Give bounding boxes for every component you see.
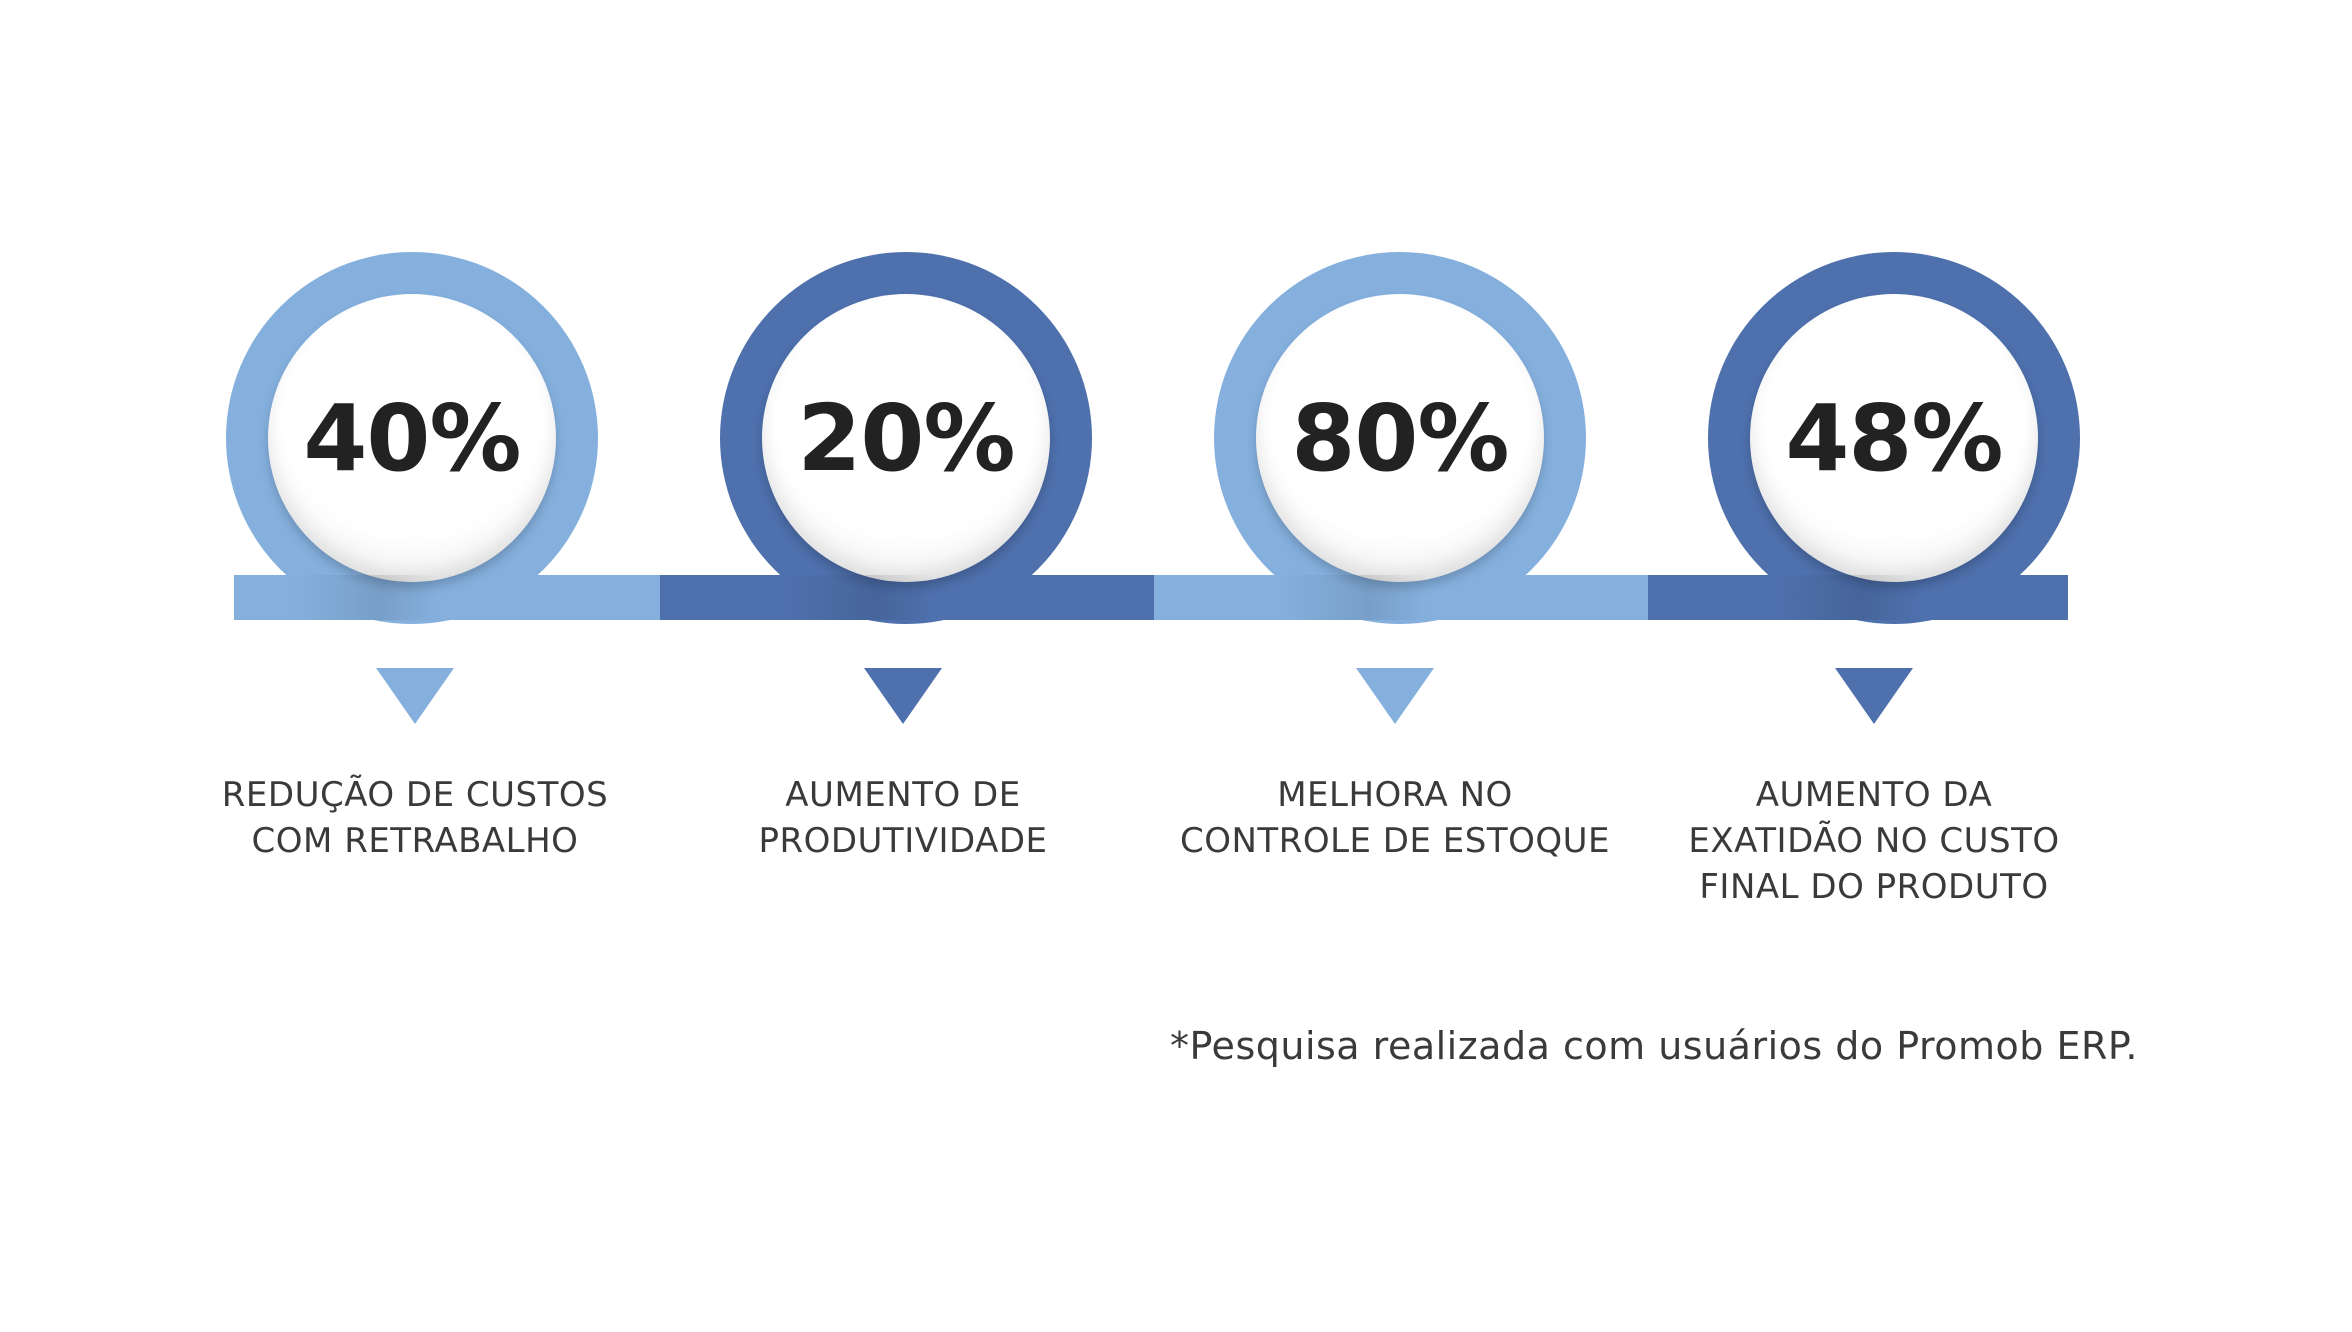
stat-percent: 20% — [797, 384, 1015, 492]
label-line: MELHORA NO — [1277, 775, 1513, 815]
label-line: COM RETRABALHO — [251, 821, 579, 861]
stat-percent: 48% — [1785, 384, 2003, 492]
footnote: *Pesquisa realizada com usuários do Prom… — [1170, 1024, 2138, 1068]
stat-circle-4: 48% — [1708, 252, 2080, 624]
label-line: PRODUTIVIDADE — [758, 821, 1048, 861]
stat-circle-inner: 40% — [268, 294, 556, 582]
stat-label-4: AUMENTO DA EXATIDÃO NO CUSTO FINAL DO PR… — [1654, 772, 2094, 910]
label-line: FINAL DO PRODUTO — [1699, 867, 2049, 907]
stat-label-3: MELHORA NO CONTROLE DE ESTOQUE — [1175, 772, 1615, 864]
stat-label-2: AUMENTO DE PRODUTIVIDADE — [683, 772, 1123, 864]
label-line: CONTROLE DE ESTOQUE — [1179, 821, 1611, 861]
down-arrow-icon — [376, 668, 454, 724]
stat-circle-3: 80% — [1214, 252, 1586, 624]
down-arrow-icon — [1835, 668, 1913, 724]
stat-circle-inner: 80% — [1256, 294, 1544, 582]
label-line: REDUÇÃO DE CUSTOS — [221, 775, 609, 815]
stat-circle-1: 40% — [226, 252, 598, 624]
label-line: AUMENTO DE — [785, 775, 1021, 815]
stat-label-1: REDUÇÃO DE CUSTOS COM RETRABALHO — [195, 772, 635, 864]
stat-circle-inner: 20% — [762, 294, 1050, 582]
stat-percent: 40% — [303, 384, 521, 492]
stat-percent: 80% — [1291, 384, 1509, 492]
label-line: EXATIDÃO NO CUSTO — [1688, 821, 2060, 861]
down-arrow-icon — [1356, 668, 1434, 724]
label-line: AUMENTO DA — [1755, 775, 1993, 815]
down-arrow-icon — [864, 668, 942, 724]
stat-circle-inner: 48% — [1750, 294, 2038, 582]
stat-circle-2: 20% — [720, 252, 1092, 624]
